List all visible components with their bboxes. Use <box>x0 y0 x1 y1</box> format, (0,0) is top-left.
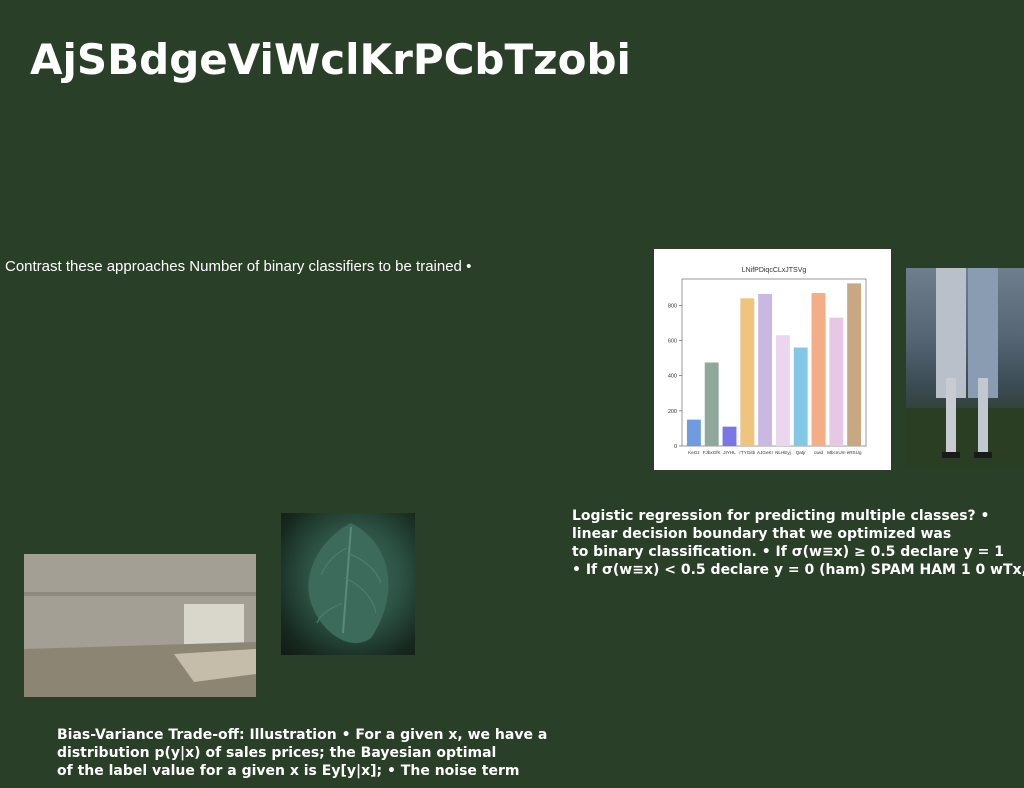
y-tick-label: 800 <box>668 303 677 309</box>
x-tick-label: AJGeKr <box>757 450 774 455</box>
x-tick-label: JIYHL <box>723 450 736 455</box>
chart-bar <box>829 317 844 446</box>
x-tick-label: eRSUg <box>847 450 862 455</box>
leaf-illustration <box>308 523 389 644</box>
bar-chart: LNifPDiqcCLxJTSVg 0 200 400 600 800 KeGz FJbxG… <box>654 249 891 470</box>
y-tick-label: 200 <box>668 409 677 415</box>
x-tick-label: KeGz <box>688 450 700 455</box>
text-line: Bias-Variance Trade-off: Illustration • … <box>57 727 548 743</box>
chart-bar <box>704 362 719 446</box>
y-tick-label: 400 <box>668 374 677 380</box>
y-tick-label: 0 <box>674 444 677 450</box>
bias-variance-text: Bias-Variance Trade-off: Illustration • … <box>57 726 547 780</box>
page-title: AjSBdgeViWclKrPCbTzobi <box>30 35 631 84</box>
room-photo <box>24 554 256 697</box>
chart-bars <box>686 283 862 446</box>
x-tick-label: NLHEyj <box>775 450 791 455</box>
text-line: Logistic regression for predicting multi… <box>572 508 990 524</box>
chart-bar <box>758 293 773 446</box>
chart-bar <box>722 426 737 446</box>
chart-bar <box>793 347 808 446</box>
text-line: of the label value for a given x is Ey[y… <box>57 763 520 779</box>
chart-bar <box>847 283 862 446</box>
room-illustration <box>24 554 256 697</box>
subtitle-text: Contrast these approaches Number of bina… <box>5 258 472 275</box>
chart-frame <box>681 278 867 447</box>
leaf-photo <box>281 513 415 655</box>
x-tick-label: rTYGitb <box>739 450 755 455</box>
x-tick-label: FJbxGfK <box>703 450 722 455</box>
bar-chart-svg: LNifPDiqcCLxJTSVg 0 200 400 600 800 KeGz FJbxG… <box>668 267 867 455</box>
logistic-regression-text: Logistic regression for predicting multi… <box>572 507 1024 579</box>
chart-bar <box>740 298 755 446</box>
legs-illustration <box>906 268 1024 468</box>
x-tick-label: Qatjr <box>796 450 806 455</box>
text-line: to binary classification. • If σ(w≡x) ≥ … <box>572 544 1004 560</box>
chart-bar <box>811 293 826 446</box>
legs-photo <box>906 268 1024 468</box>
x-tick-label: MbcnUm <box>827 450 846 455</box>
chart-title: LNifPDiqcCLxJTSVg <box>742 267 807 274</box>
chart-bar <box>686 419 701 446</box>
x-tick-label: cwid <box>814 450 824 455</box>
text-line: linear decision boundary that we optimiz… <box>572 526 952 542</box>
text-line: distribution p(y|x) of sales prices; the… <box>57 745 497 761</box>
text-line: • If σ(w≡x) < 0.5 declare y = 0 (ham) SP… <box>572 562 1024 578</box>
chart-bar <box>775 335 790 446</box>
chart-axes: 0 200 400 600 800 KeGz FJbxGfK JIYHL rTYGitb AJGe… <box>668 278 867 455</box>
y-tick-label: 600 <box>668 339 677 345</box>
